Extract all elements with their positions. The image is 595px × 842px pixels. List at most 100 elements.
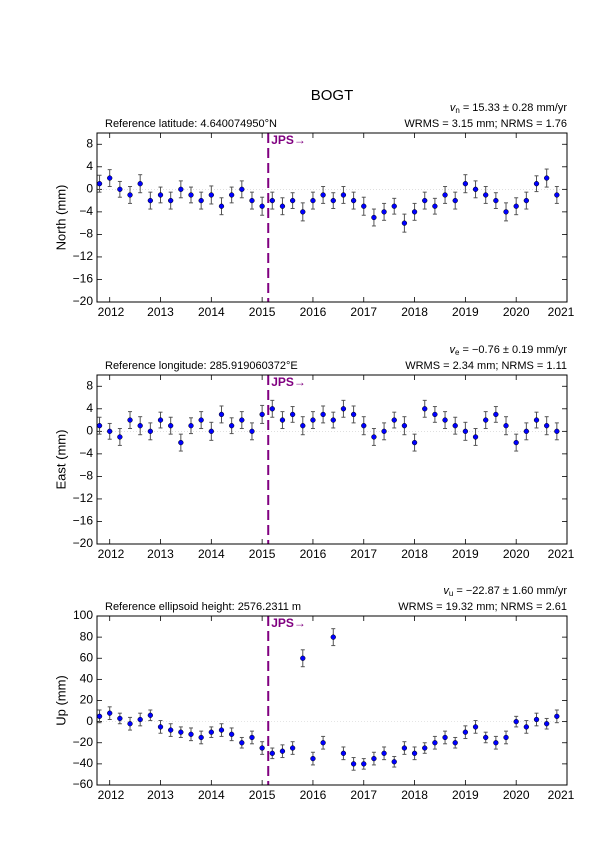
velocity-text: = −0.76 ± 0.19 mm/yr: [459, 344, 567, 356]
x-tick-label: 2012: [98, 305, 125, 319]
data-point: [117, 715, 123, 722]
x-tick-label: 2014: [198, 547, 225, 561]
data-point: [279, 417, 286, 423]
data-point: [137, 716, 143, 723]
data-point: [462, 729, 469, 735]
data-point: [493, 740, 499, 746]
data-point: [544, 423, 550, 429]
data-point: [472, 434, 479, 440]
y-tick-label: −8: [79, 227, 93, 241]
stats: WRMS = 2.34 mm; NRMS = 1.11: [405, 360, 567, 372]
data-point: [188, 423, 194, 429]
data-point: [381, 209, 387, 215]
data-point: [239, 417, 245, 423]
data-point: [554, 192, 560, 198]
data-point: [340, 750, 347, 756]
y-tick-label: 8: [86, 136, 93, 150]
velocity-subscript: n: [455, 106, 459, 115]
data-point: [269, 750, 275, 756]
data-point: [147, 428, 154, 434]
chart-title: BOGT: [311, 87, 354, 104]
x-tick-label: 2015: [249, 788, 276, 802]
data-point: [239, 186, 245, 192]
data-point: [198, 734, 204, 741]
data-point: [117, 434, 123, 440]
data-point: [279, 203, 286, 209]
x-tick-label: 2018: [401, 788, 428, 802]
x-tick-label: 2021: [548, 547, 575, 561]
y-tick-label: 4: [86, 159, 93, 173]
data-point: [310, 197, 316, 204]
y-tick-label: 0: [86, 714, 93, 728]
data-point: [228, 423, 235, 429]
data-point: [472, 186, 479, 192]
data-point: [554, 428, 560, 434]
data-point: [330, 634, 336, 640]
data-point: [279, 748, 286, 754]
data-point: [503, 734, 509, 741]
data-point: [289, 411, 296, 418]
reference: Reference longitude: 285.919060372°E: [105, 360, 298, 372]
data-point: [97, 423, 103, 429]
y-tick-label: −40: [73, 756, 94, 770]
data-point: [107, 710, 113, 716]
plot-frame: [96, 615, 568, 786]
data-point: [462, 428, 469, 434]
y-tick-label: 4: [86, 401, 93, 415]
data-point: [249, 734, 255, 741]
data-point: [432, 203, 438, 209]
data-point: [503, 423, 509, 429]
data-point: [371, 434, 377, 440]
data-point: [178, 439, 184, 446]
panel: ve = −0.76 ± 0.19 mm/yr Reference longitu…: [53, 344, 574, 561]
data-point: [208, 729, 214, 735]
data-point: [289, 197, 296, 204]
data-point: [157, 724, 164, 730]
x-tick-label: 2017: [350, 305, 377, 319]
data-point: [320, 192, 326, 198]
data-point: [228, 731, 235, 737]
velocity: vu = −22.87 ± 1.60 mm/yr: [443, 585, 567, 598]
x-tick-label: 2020: [503, 305, 530, 319]
data-point: [127, 417, 133, 423]
x-tick-label: 2018: [401, 305, 428, 319]
velocity-symbol: v: [450, 344, 457, 356]
data-point: [533, 417, 540, 423]
data-point: [259, 203, 265, 209]
data-point: [127, 721, 133, 727]
data-point: [361, 203, 367, 209]
velocity: ve = −0.76 ± 0.19 mm/yr: [450, 344, 568, 357]
data-point: [523, 197, 530, 204]
data-point: [137, 423, 143, 429]
data-point: [533, 716, 540, 723]
data-point: [533, 181, 540, 187]
data-point: [483, 192, 489, 198]
data-point: [513, 718, 519, 725]
data-point: [188, 192, 194, 198]
data-point: [310, 755, 316, 762]
data-point: [381, 750, 387, 756]
x-tick-label: 2013: [147, 788, 174, 802]
y-tick-label: −12: [73, 491, 94, 505]
data-point: [117, 186, 123, 192]
x-tick-label: 2017: [350, 788, 377, 802]
data-point: [361, 423, 367, 429]
data-point: [289, 745, 296, 751]
data-point: [320, 411, 326, 418]
event-label: JPS→: [271, 375, 306, 389]
data-point: [371, 755, 377, 762]
data-point: [493, 411, 499, 418]
data-point: [178, 186, 184, 192]
y-tick-label: −12: [73, 249, 94, 263]
data-point: [300, 423, 306, 429]
x-tick-label: 2015: [249, 305, 276, 319]
y-tick-label: −4: [79, 204, 93, 218]
data-point: [228, 192, 235, 198]
data-point: [340, 406, 347, 412]
y-tick-label: 8: [86, 378, 93, 392]
data-point: [371, 214, 377, 221]
data-point: [340, 192, 347, 198]
data-point: [411, 439, 418, 446]
data-point: [97, 181, 103, 187]
data-point: [452, 740, 458, 746]
